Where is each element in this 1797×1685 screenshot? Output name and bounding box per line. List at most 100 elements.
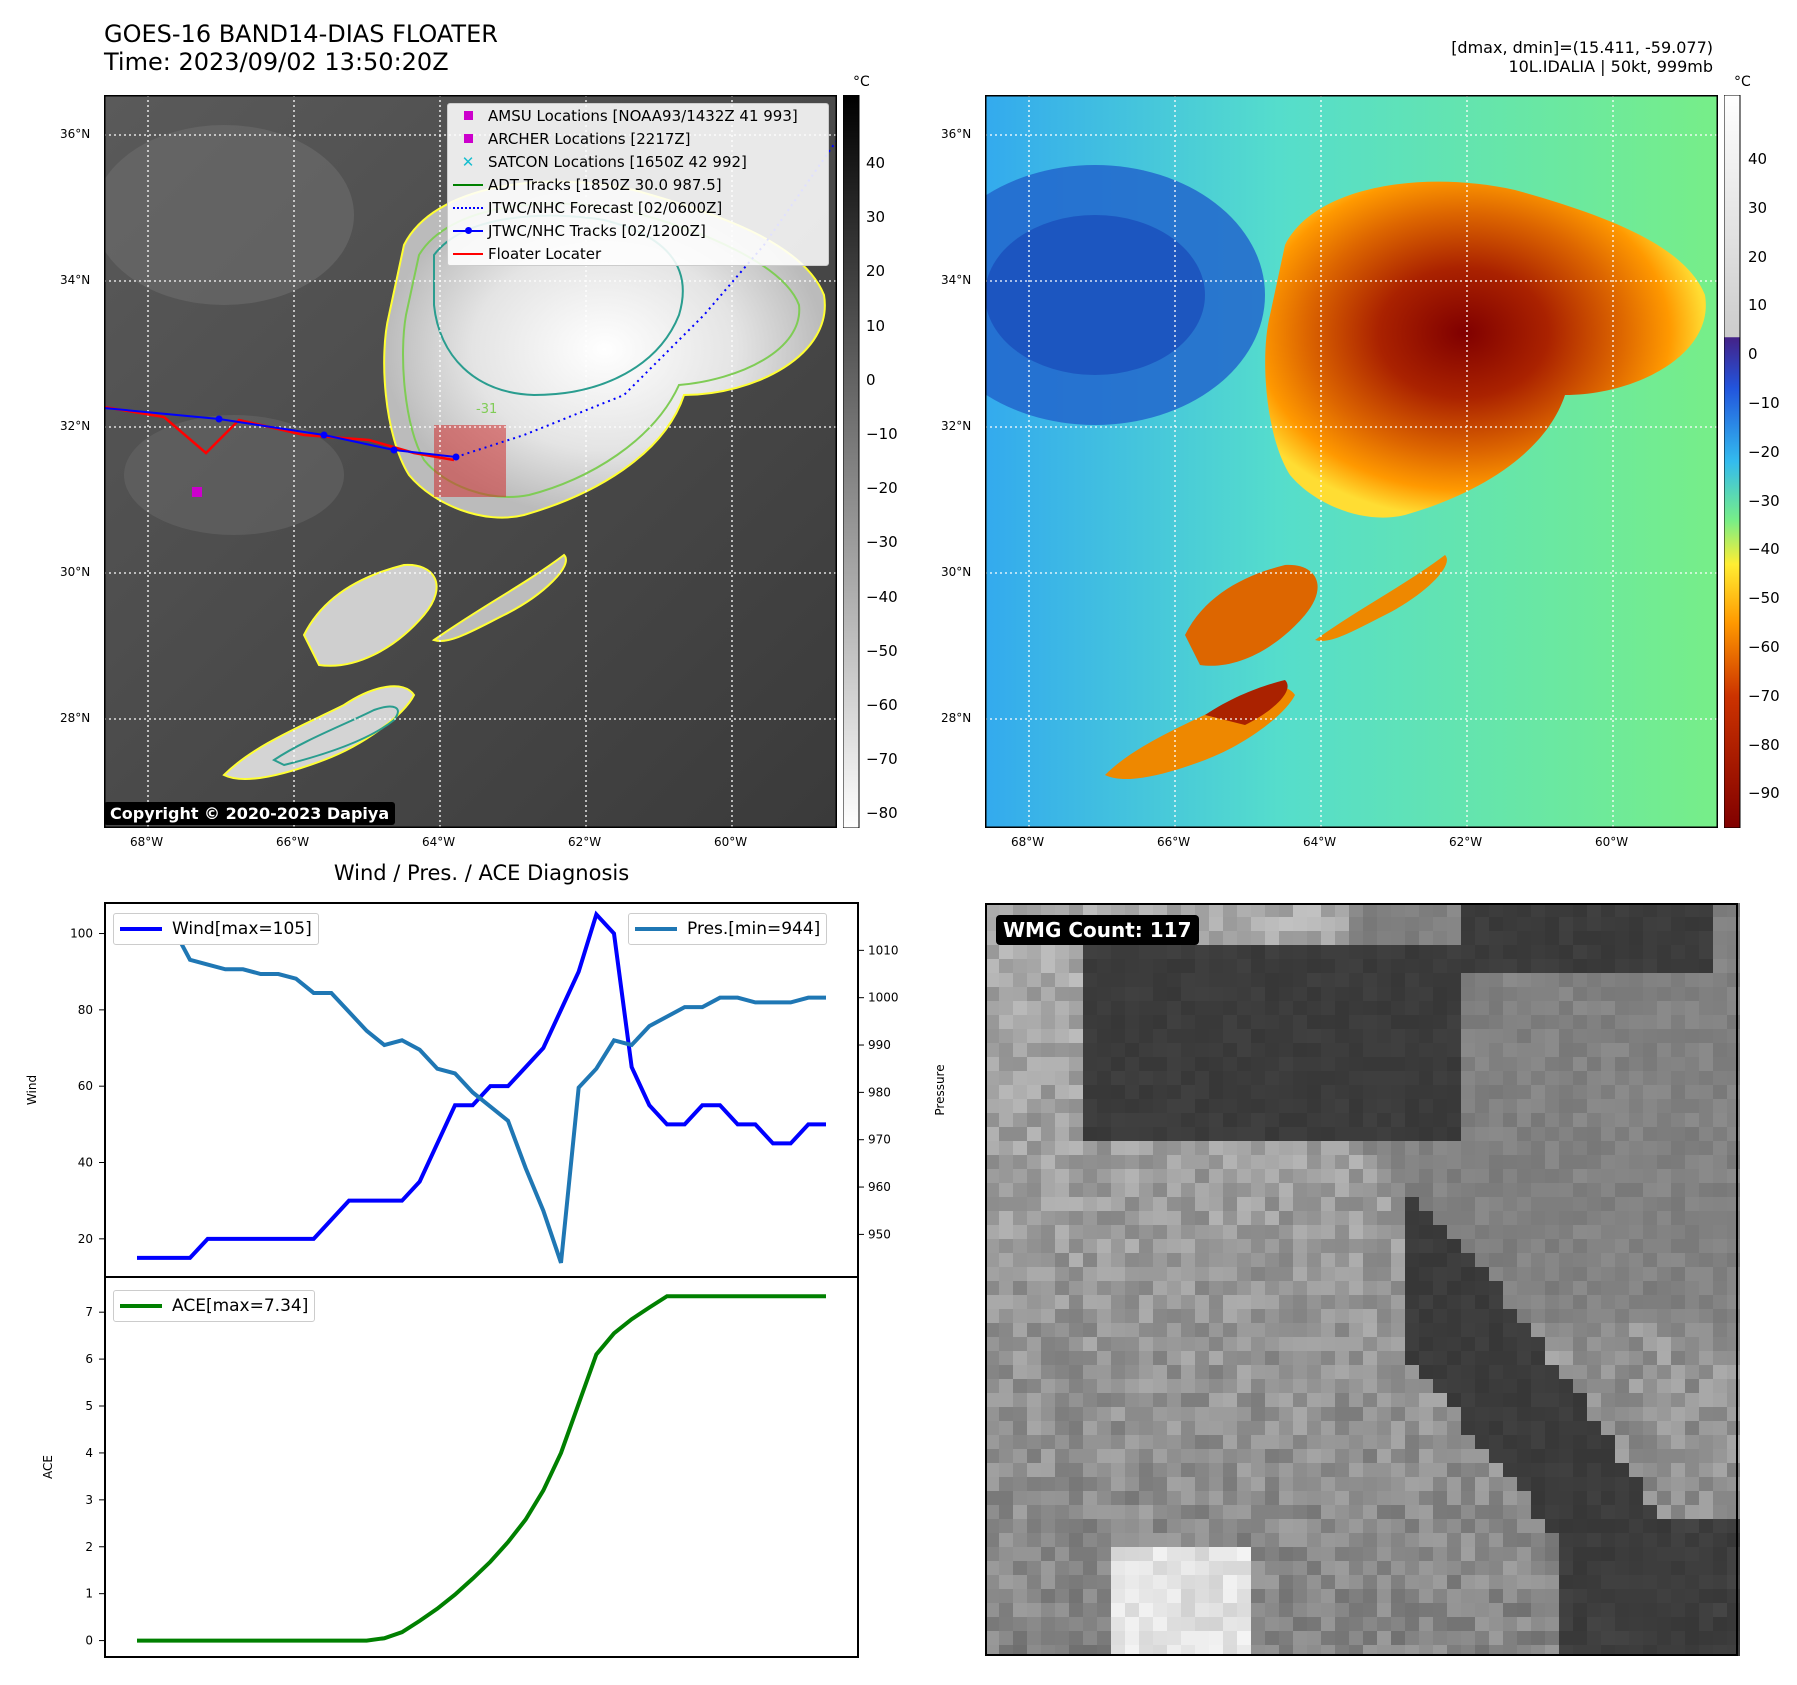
color-map-gridlines [985, 95, 1718, 828]
ace-ytick-label: 5 [85, 1399, 93, 1413]
lon-tick-label: 62°W [568, 835, 602, 849]
lon-tick-label: 64°W [422, 835, 456, 849]
color-cb-tick: −50 [1748, 589, 1780, 608]
gray-colorbar-unit: °C [853, 74, 870, 90]
legend-label: AMSU Locations [NOAA93/1432Z 41 993] [488, 106, 798, 125]
dmax-dmin-text: [dmax, dmin]=(15.411, -59.077) [1451, 38, 1713, 57]
lat-tick-label: 30°N [941, 565, 972, 579]
lat-tick-label: 28°N [60, 711, 91, 725]
pressure-ytick-label: 970 [868, 1133, 891, 1147]
floater-box [434, 425, 506, 497]
storm-summary-text: 10L.IDALIA | 50kt, 999mb [1508, 57, 1713, 76]
wind-legend: Wind[max=105] [113, 913, 319, 945]
gray-cb-tick: 40 [866, 154, 886, 172]
lat-tick-label: 30°N [60, 565, 91, 579]
legend-label: Floater Locater [488, 244, 602, 263]
magenta-square-icon [463, 134, 473, 143]
map-gridlines [104, 95, 837, 828]
pressure-axis-label: Pressure [933, 1064, 947, 1115]
color-cb-tick: 0 [1748, 345, 1758, 364]
color-cb-tick: −20 [1748, 442, 1780, 461]
figure-title: GOES-16 BAND14-DIAS FLOATER Time: 2023/0… [104, 20, 498, 76]
ace-ytick-label: 0 [85, 1634, 93, 1648]
map-legend: AMSU Locations [NOAA93/1432Z 41 993] ARC… [447, 103, 829, 266]
pressure-ytick-label: 980 [868, 1085, 891, 1099]
pressure-ytick-label: 960 [868, 1180, 891, 1194]
gray-cb-tick: 10 [866, 316, 886, 335]
ace-series-line [137, 1294, 826, 1643]
lon-tick-label: 60°W [1595, 835, 1629, 849]
wind-panel-frame [104, 902, 859, 1278]
wind-axis-label: Wind [25, 1075, 39, 1105]
gray-cb-tick: −70 [866, 750, 898, 769]
grayscale-colorbar [843, 95, 860, 828]
gray-cb-tick: 30 [866, 208, 886, 227]
lat-tick-label: 28°N [941, 711, 972, 725]
lon-tick-label: 62°W [1449, 835, 1483, 849]
gray-colorbar-ticks: 40 30 20 10 0 −10 −20 −30 −40 −50 −60 −7… [866, 136, 898, 841]
lat-tick-label: 32°N [60, 419, 91, 433]
ace-ytick-label: 4 [85, 1446, 93, 1460]
wind-series-line [137, 910, 826, 1260]
title-line-1: GOES-16 BAND14-DIAS FLOATER [104, 20, 498, 48]
ace-ytick-label: 2 [85, 1540, 93, 1554]
gray-cb-tick: −10 [866, 425, 898, 444]
lat-tick-label: 36°N [60, 127, 91, 141]
pressure-series-line [137, 924, 826, 1264]
pressure-legend-label: Pres.[min=944] [687, 919, 821, 939]
green-line-icon [120, 1304, 162, 1308]
ace-legend: ACE[max=7.34] [113, 1290, 316, 1322]
gray-cb-tick: 0 [866, 370, 876, 389]
gray-cb-tick: −60 [866, 696, 898, 715]
color-cb-tick: −40 [1748, 540, 1780, 559]
title-line-2: Time: 2023/09/02 13:50:20Z [104, 48, 449, 76]
color-cdo [1265, 181, 1706, 518]
legend-item-forecast: JTWC/NHC Forecast [02/0600Z] [448, 196, 828, 219]
lon-tick-label: 64°W [1303, 835, 1337, 849]
wmg-count-badge: WMG Count: 117 [996, 915, 1199, 945]
ace-panel-frame [104, 1276, 859, 1658]
gray-cb-tick: −20 [866, 479, 898, 498]
blue-dotted-line-icon [453, 206, 483, 209]
legend-item-tracks: JTWC/NHC Tracks [02/1200Z] [448, 219, 828, 242]
pressure-legend: Pres.[min=944] [628, 913, 828, 945]
magenta-square-icon [463, 111, 473, 120]
legend-item-adt: ADT Tracks [1850Z 30.0 987.5] [448, 173, 828, 196]
red-line-icon [453, 252, 483, 255]
color-cb-tick: 20 [1748, 247, 1768, 266]
jtwc-nhc-forecast [455, 139, 837, 458]
legend-label: ARCHER Locations [2217Z] [488, 129, 691, 148]
lat-tick-label: 36°N [941, 127, 972, 141]
wmg-pixel-grid [985, 903, 1740, 1656]
ace-axis-label: ACE [41, 1455, 55, 1479]
wind-ytick-label: 80 [78, 1003, 93, 1017]
lon-tick-label: 66°W [276, 835, 310, 849]
ace-ytick-label: 6 [85, 1352, 93, 1366]
storm-info: [dmax, dmin]=(15.411, -59.077) 10L.IDALI… [1451, 38, 1713, 76]
gray-cb-tick: −50 [866, 641, 898, 660]
color-colorbar [1724, 95, 1741, 828]
gray-cb-tick: −80 [866, 804, 898, 823]
pressure-ytick-label: 1000 [868, 991, 899, 1005]
color-cb-tick: 40 [1748, 150, 1768, 168]
legend-item-floater: Floater Locater [448, 242, 828, 265]
wmg-frame [985, 903, 1738, 1656]
ace-ytick-label: 7 [85, 1305, 93, 1319]
lon-tick-label: 68°W [130, 835, 164, 849]
lat-tick-label: 32°N [941, 419, 972, 433]
chart-title: Wind / Pres. / ACE Diagnosis [333, 861, 630, 885]
ace-legend-label: ACE[max=7.34] [172, 1296, 309, 1316]
pressure-ytick-label: 990 [868, 1038, 891, 1052]
contour-label: -31 [476, 402, 497, 417]
blue-line-dot-icon [453, 226, 483, 234]
color-ir-map [985, 95, 1718, 828]
blue-line-icon [120, 927, 162, 931]
copyright-badge: Copyright © 2020-2023 Dapiya [104, 802, 396, 825]
legend-label: JTWC/NHC Tracks [02/1200Z] [488, 221, 706, 240]
gray-cb-tick: −30 [866, 533, 898, 552]
lon-tick-label: 66°W [1157, 835, 1191, 849]
legend-item-archer: ARCHER Locations [2217Z] [448, 127, 828, 150]
steelblue-line-icon [635, 927, 677, 931]
legend-label: SATCON Locations [1650Z 42 992] [488, 152, 747, 171]
